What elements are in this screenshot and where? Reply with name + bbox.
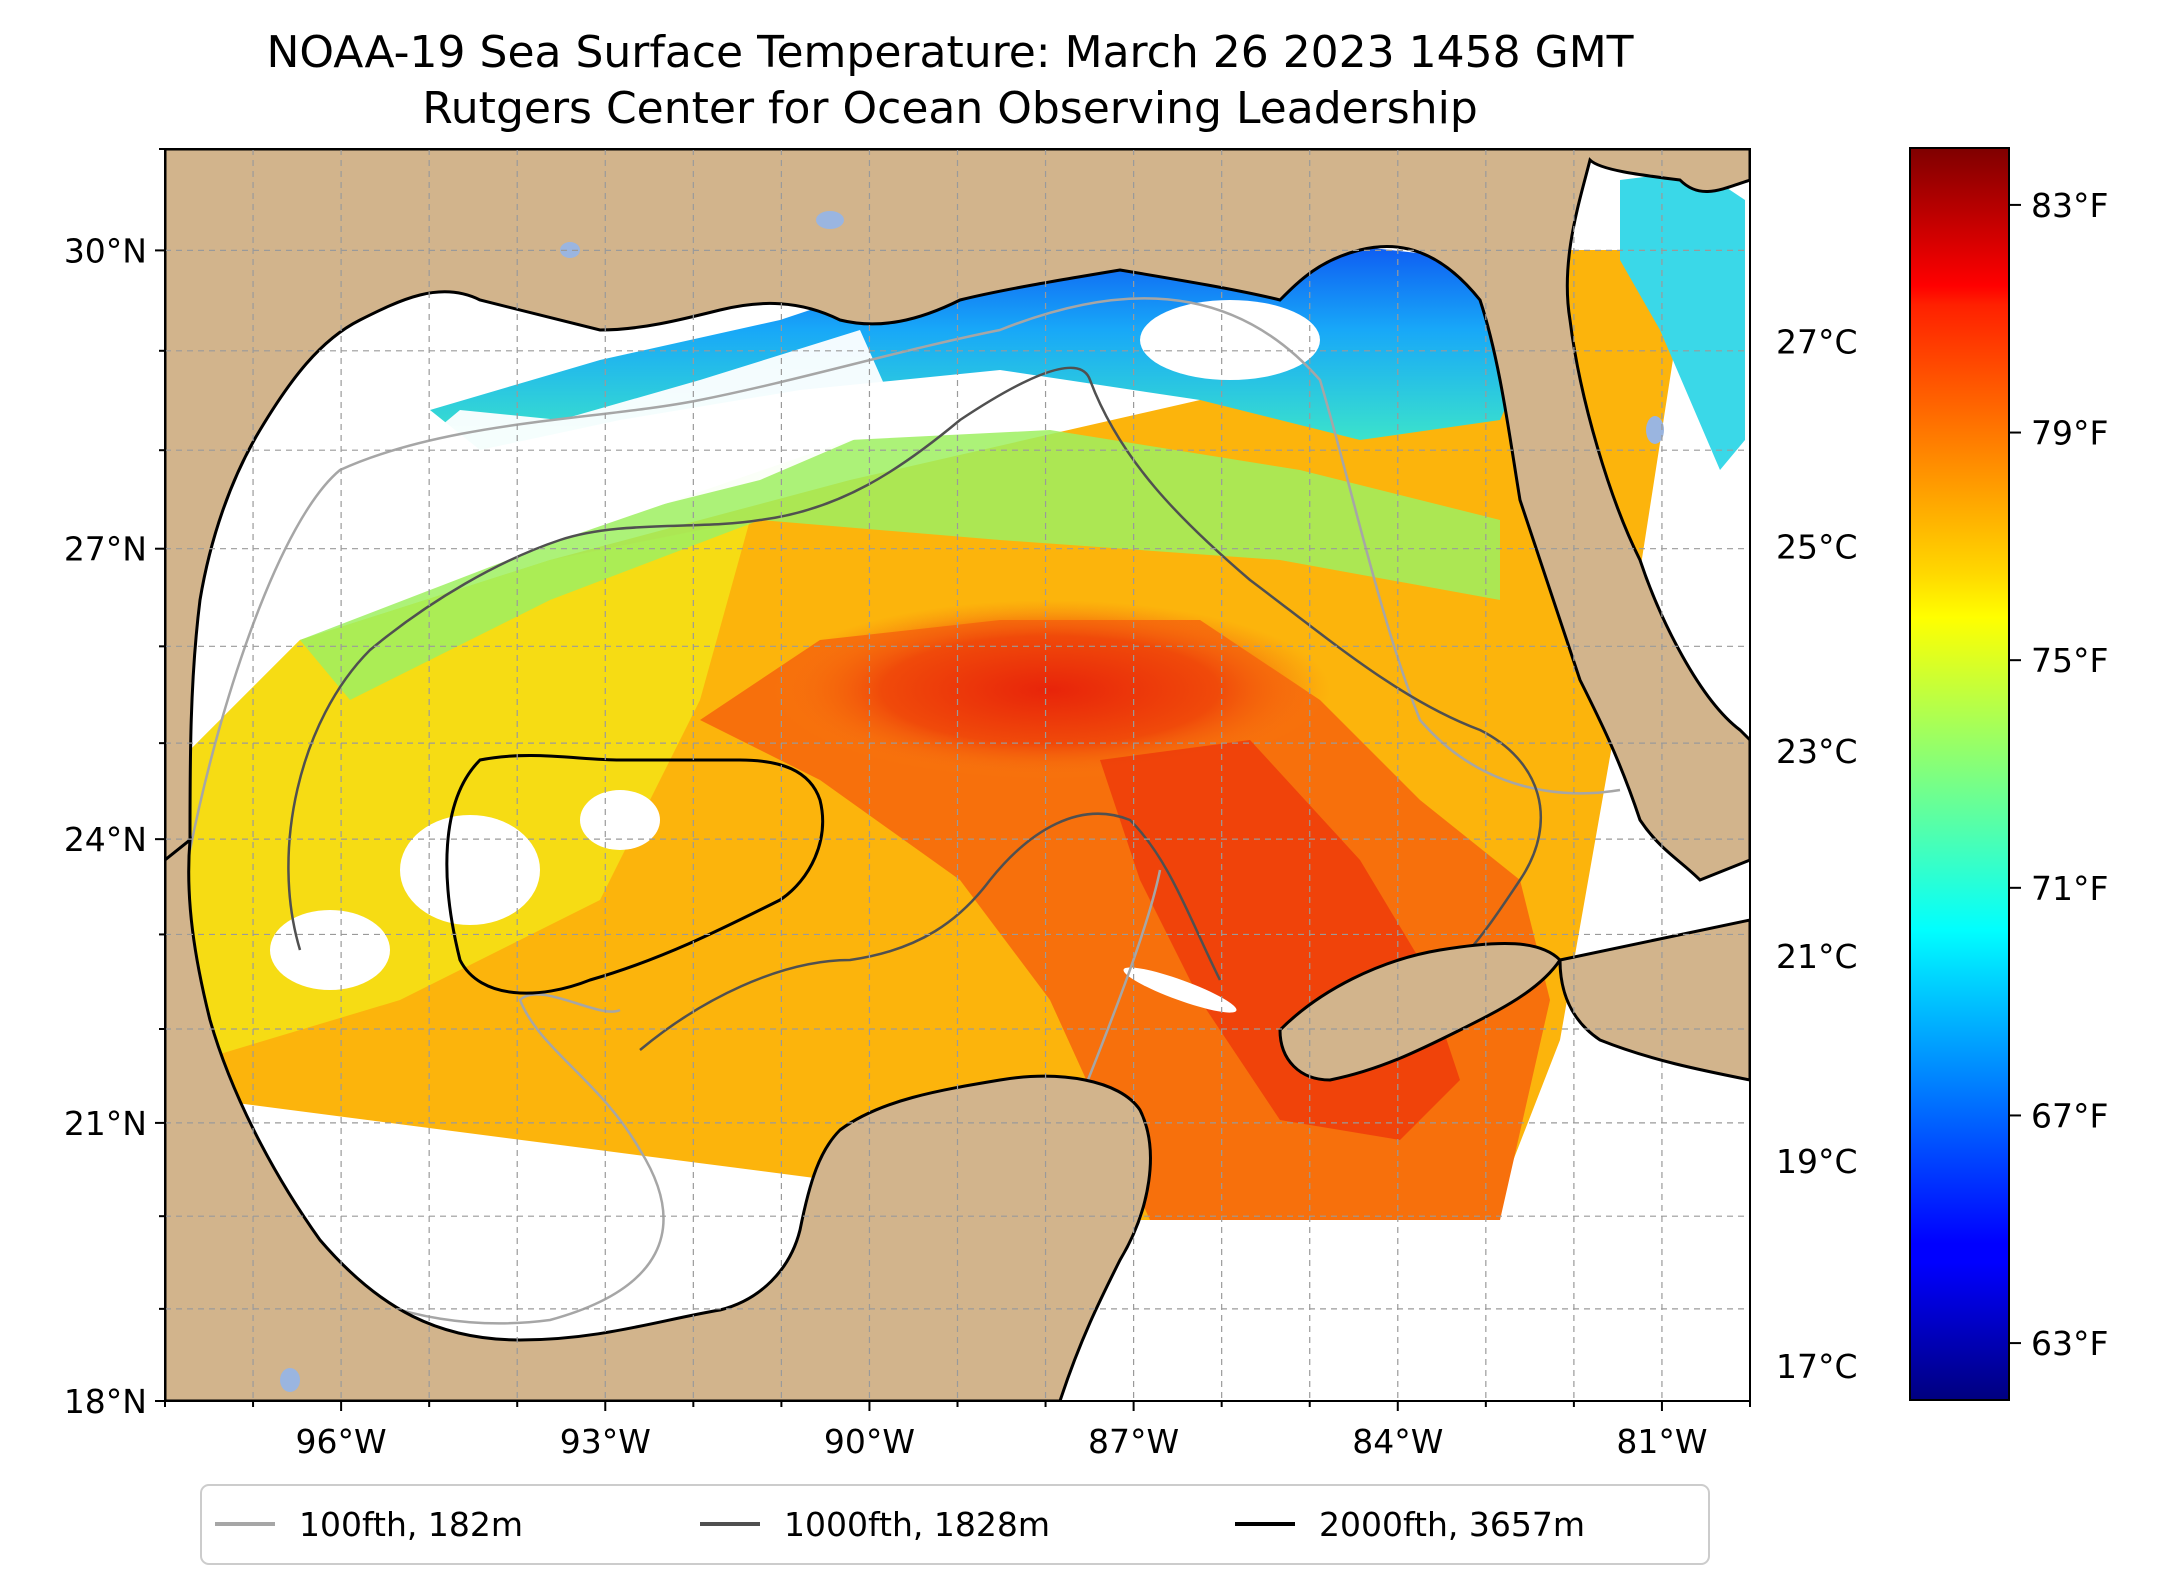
- legend-label: 1000fth, 1828m: [784, 1505, 1050, 1544]
- lat-tick-label: 21°N: [64, 1104, 147, 1143]
- lat-tick-label: 24°N: [64, 820, 147, 859]
- cloud-gap: [1140, 300, 1320, 380]
- celsius-tick-label: 17°C: [1776, 1347, 1858, 1386]
- celsius-tick-label: 27°C: [1776, 322, 1858, 361]
- lakes: [280, 211, 1664, 1392]
- celsius-tick-label: 23°C: [1776, 732, 1858, 771]
- map-axis-ticks: 96°W 93°W 90°W 87°W 84°W 81°W 18°N 21°N 24°N 27°N…: [64, 148, 1751, 1461]
- colorbar-ticks: 63°F 67°F 71°F 75°F 79°F 83°F 17°C 19°C 21°C 23°C…: [1776, 186, 2108, 1386]
- fahrenheit-tick-label: 79°F: [2031, 414, 2108, 453]
- land-cuba-east: [1558, 918, 1750, 1082]
- cloud-gap: [270, 910, 390, 990]
- celsius-tick-label: 21°C: [1776, 937, 1858, 976]
- legend-label: 2000fth, 3657m: [1319, 1505, 1585, 1544]
- lon-tick-label: 90°W: [824, 1422, 915, 1461]
- sst-loop-current: [770, 600, 1330, 780]
- legend-box: [200, 1484, 1710, 1565]
- lon-tick-label: 81°W: [1616, 1422, 1707, 1461]
- fahrenheit-tick-label: 75°F: [2031, 641, 2108, 680]
- celsius-tick-label: 25°C: [1776, 527, 1858, 566]
- cloud-gap: [580, 790, 660, 850]
- lon-tick-label: 87°W: [1088, 1422, 1179, 1461]
- contour-1000fth: [639, 812, 1222, 1051]
- contour-100fth: [188, 297, 1621, 851]
- lat-tick-label: 18°N: [64, 1382, 147, 1421]
- celsius-tick-label: 19°C: [1776, 1142, 1858, 1181]
- map-panel: [165, 149, 1750, 1401]
- sst-green-band: [300, 430, 1500, 700]
- title-line-1: NOAA-19 Sea Surface Temperature: March 2…: [266, 27, 1633, 78]
- colorbar: 63°F 67°F 71°F 75°F 79°F 83°F 17°C 19°C 21°C 23°C…: [1776, 147, 2108, 1401]
- cloud-gap: [400, 330, 900, 560]
- lat-tick-label: 30°N: [64, 231, 147, 270]
- contour-2000fth: [445, 754, 825, 995]
- lon-tick-label: 84°W: [1352, 1422, 1443, 1461]
- colorbar-gradient: [1909, 147, 2010, 1401]
- lat-tick-label: 27°N: [64, 530, 147, 569]
- lake: [816, 211, 844, 229]
- legend-label: 100fth, 182m: [299, 1505, 523, 1544]
- title-line-2: Rutgers Center for Ocean Observing Leade…: [422, 83, 1478, 134]
- contour-legend: 100fth, 182m 1000fth, 1828m 2000fth, 3657m: [200, 1484, 1710, 1565]
- lake: [280, 1368, 300, 1392]
- contour-100fth: [1078, 869, 1162, 1101]
- lake: [1646, 416, 1664, 444]
- contour-1000fth: [287, 366, 1542, 961]
- fahrenheit-tick-label: 83°F: [2031, 186, 2108, 225]
- sst-east-florida: [1620, 170, 1745, 470]
- fahrenheit-tick-label: 63°F: [2031, 1324, 2108, 1363]
- cloud-gap: [1123, 967, 1237, 1013]
- land-cuba-west: [1278, 941, 1562, 1082]
- fahrenheit-tick-label: 67°F: [2031, 1096, 2108, 1135]
- land-mexico: [165, 836, 1152, 1401]
- lon-tick-label: 96°W: [296, 1422, 387, 1461]
- fahrenheit-tick-label: 71°F: [2031, 869, 2108, 908]
- map-gridlines: [165, 149, 1750, 1401]
- lon-tick-label: 93°W: [560, 1422, 651, 1461]
- cloud-gap: [400, 815, 540, 925]
- lake: [560, 242, 580, 258]
